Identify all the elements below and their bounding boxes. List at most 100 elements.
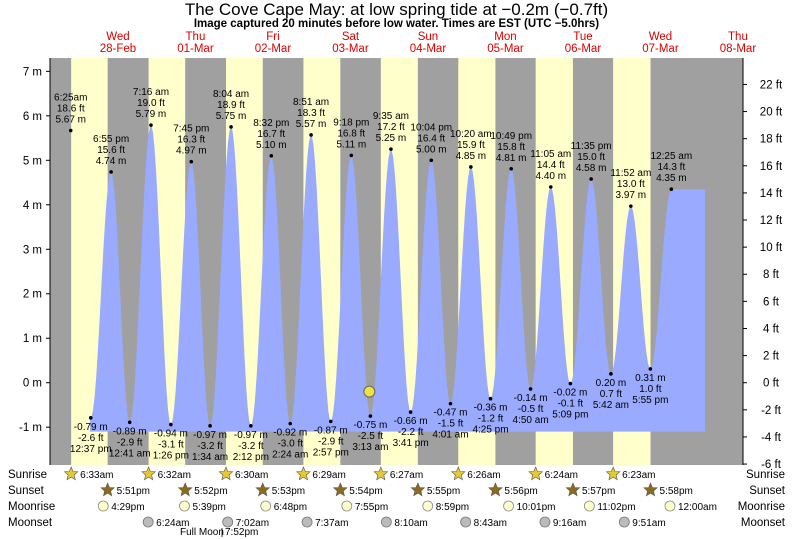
moonset-time: 7:37am <box>315 518 348 529</box>
tide-extreme-point <box>149 123 153 127</box>
right-tick-label: -4 ft <box>761 432 782 444</box>
sunset-time: 5:58pm <box>660 486 693 497</box>
high-tide-feet: 15.9 ft <box>457 140 485 151</box>
tide-extreme-point <box>309 133 313 137</box>
high-tide-time: 8:51 am <box>293 97 329 108</box>
high-tide-time: 7:45 pm <box>173 124 209 135</box>
high-tide-meters: 4.85 m <box>456 151 487 162</box>
low-tide-meters: -0.47 m <box>434 408 468 419</box>
right-tick-label: 2 ft <box>763 351 780 363</box>
tide-extreme-point <box>669 187 674 192</box>
day-name-label: Sun <box>418 31 438 43</box>
sunset-time: 5:54pm <box>349 486 382 497</box>
tide-extreme-point <box>528 387 533 391</box>
day-date-label: 04-Mar <box>410 43 447 55</box>
moonrise-row-label-right: Moonrise <box>738 501 785 513</box>
day-date-label: 01-Mar <box>177 43 214 55</box>
high-tide-feet: 14.3 ft <box>657 162 685 173</box>
low-tide-feet: -2.5 ft <box>358 431 384 442</box>
moonrise-time: 7:55pm <box>355 502 388 513</box>
day-date-label: 03-Mar <box>332 43 369 55</box>
high-tide-meters: 3.97 m <box>616 190 647 201</box>
tide-extreme-point <box>648 367 653 371</box>
day-date-label: 02-Mar <box>255 43 292 55</box>
tide-extreme-point <box>229 125 233 129</box>
day-name-label: Tue <box>573 31 592 43</box>
high-tide-meters: 5.67 m <box>55 115 86 126</box>
tide-extreme-point <box>509 166 513 171</box>
moonset-row-label-right: Moonset <box>741 517 786 529</box>
tide-extreme-point <box>127 420 132 425</box>
sunset-row-label: Sunset <box>8 485 45 497</box>
sunset-star-icon <box>332 482 348 497</box>
low-tide-meters: -0.66 m <box>394 416 428 427</box>
high-tide-feet: 15.0 ft <box>577 152 605 163</box>
moonset-moon-icon <box>142 516 154 528</box>
tide-extreme-point <box>68 128 73 133</box>
high-tide-meters: 4.58 m <box>576 163 607 174</box>
tide-extreme-point <box>249 424 253 428</box>
right-tick-label: -6 ft <box>761 459 782 471</box>
moonrise-time: 11:02pm <box>597 502 635 513</box>
sunset-time: 5:56pm <box>504 486 537 497</box>
left-tick-label: 1 m <box>23 333 42 345</box>
moonset-time: 8:43am <box>474 518 507 529</box>
day-date-label: 28-Feb <box>100 43 136 55</box>
right-tick-label: 18 ft <box>760 134 783 146</box>
moonrise-moon-icon <box>503 500 514 512</box>
high-tide-meters: 4.40 m <box>535 171 566 182</box>
high-tide-meters: 5.25 m <box>376 133 407 144</box>
high-tide-time: 7:16 am <box>133 87 169 98</box>
left-tick-label: 2 m <box>23 289 42 301</box>
page-title: The Cove Cape May: at low spring tide at… <box>184 0 609 19</box>
high-tide-time: 6:55 pm <box>93 134 129 145</box>
moonset-moon-icon <box>618 516 630 528</box>
sunrise-time: 6:29am <box>312 470 345 481</box>
low-tide-feet: -2.9 ft <box>117 437 143 448</box>
sunrise-time: 6:30am <box>235 470 268 481</box>
sunrise-star-icon <box>373 466 389 481</box>
current-level-marker <box>363 385 376 398</box>
high-tide-feet: 16.4 ft <box>417 133 445 144</box>
low-tide-meters: -0.94 m <box>154 429 188 440</box>
high-tide-feet: 13.0 ft <box>617 179 645 190</box>
high-tide-meters: 4.74 m <box>96 156 127 167</box>
sunrise-star-icon <box>63 466 79 481</box>
low-tide-time: 5:09 pm <box>552 410 588 421</box>
sunset-time: 5:52pm <box>194 486 227 497</box>
sunrise-time: 6:26am <box>467 470 500 481</box>
moonrise-time: 6:48pm <box>274 502 307 513</box>
low-tide-meters: -0.75 m <box>353 420 387 431</box>
day-date-label: 08-Mar <box>720 43 757 55</box>
tide-extreme-point <box>109 170 113 174</box>
high-tide-time: 11:05 am <box>530 149 571 160</box>
sunset-star-icon <box>177 482 193 497</box>
tide-extreme-point <box>408 410 413 414</box>
right-tick-label: 8 ft <box>763 269 780 281</box>
sunrise-row-label-right: Sunrise <box>746 469 785 481</box>
sunset-star-icon <box>100 482 116 497</box>
low-tide-time: 2:57 pm <box>313 447 349 458</box>
low-tide-time: 2:24 am <box>272 450 308 461</box>
low-tide-feet: -0.5 ft <box>518 404 544 415</box>
high-tide-feet: 18.6 ft <box>57 104 85 115</box>
high-tide-time: 10:49 pm <box>490 131 532 142</box>
high-tide-feet: 14.4 ft <box>537 160 565 171</box>
tide-extreme-point <box>169 422 173 427</box>
sunset-row-label-right: Sunset <box>749 485 786 497</box>
tide-extreme-point <box>208 424 212 428</box>
high-tide-feet: 17.2 ft <box>377 122 405 133</box>
full-moon-time: 7:52pm <box>225 527 258 538</box>
tide-extreme-point <box>568 381 573 386</box>
low-tide-time: 1:26 pm <box>153 451 189 462</box>
low-tide-meters: -0.87 m <box>314 425 348 436</box>
moonrise-moon-icon <box>664 500 676 512</box>
sunset-time: 5:53pm <box>272 486 305 497</box>
low-tide-meters: -0.79 m <box>74 422 108 433</box>
tide-extreme-point <box>429 158 434 163</box>
tide-extreme-point <box>389 147 393 151</box>
left-tick-label: -1 m <box>19 422 42 434</box>
right-tick-label: 22 ft <box>760 79 783 91</box>
low-tide-meters: -0.89 m <box>113 426 147 437</box>
low-tide-time: 1:34 am <box>192 452 228 463</box>
